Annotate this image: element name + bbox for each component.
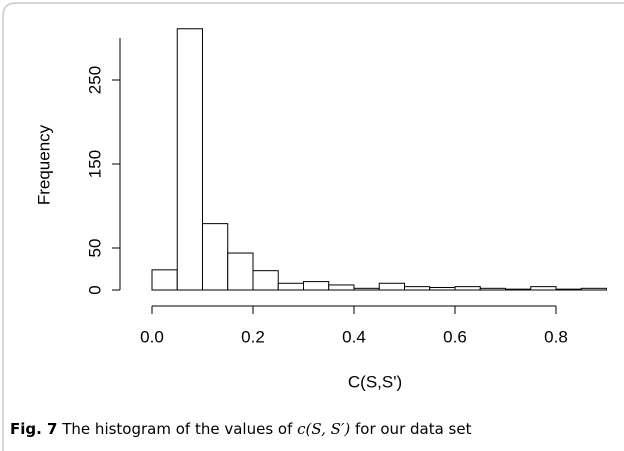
x-tick-label: 0.0: [140, 327, 164, 346]
bar: [404, 286, 431, 291]
y-axis-label: Frequency: [34, 124, 53, 205]
bar: [151, 269, 178, 291]
x-axis-label: C(S,S'): [348, 372, 402, 391]
bar: [530, 286, 557, 291]
bar: [555, 288, 582, 291]
x-tick-label: 0.4: [342, 327, 366, 346]
bar: [479, 287, 506, 291]
bar: [227, 252, 254, 291]
bar: [277, 282, 304, 291]
caption-text: for our data set: [350, 420, 472, 438]
x-tick-label: 0.8: [544, 327, 568, 346]
y-tick-label: 0: [85, 285, 104, 294]
bar: [454, 286, 481, 291]
bar: [353, 287, 380, 291]
caption-math: c(S, S′): [297, 420, 351, 438]
bar: [252, 270, 279, 291]
x-tick-label: 0.6: [443, 327, 467, 346]
x-tick-label: 0.2: [241, 327, 265, 346]
bar: [303, 281, 330, 291]
bar: [378, 282, 405, 291]
bar: [328, 284, 355, 291]
y-tick-label: 250: [85, 66, 104, 94]
caption-label: Fig. 7: [10, 420, 58, 438]
bar: [505, 288, 532, 291]
bar: [202, 223, 229, 291]
bar: [176, 28, 203, 291]
y-tick-label: 50: [85, 239, 104, 258]
bar: [429, 286, 456, 291]
y-tick-label: 150: [85, 150, 104, 178]
caption-text: The histogram of the values of: [62, 420, 298, 438]
caption: Fig. 7 The histogram of the values of c(…: [10, 420, 471, 438]
bar: [580, 287, 607, 291]
